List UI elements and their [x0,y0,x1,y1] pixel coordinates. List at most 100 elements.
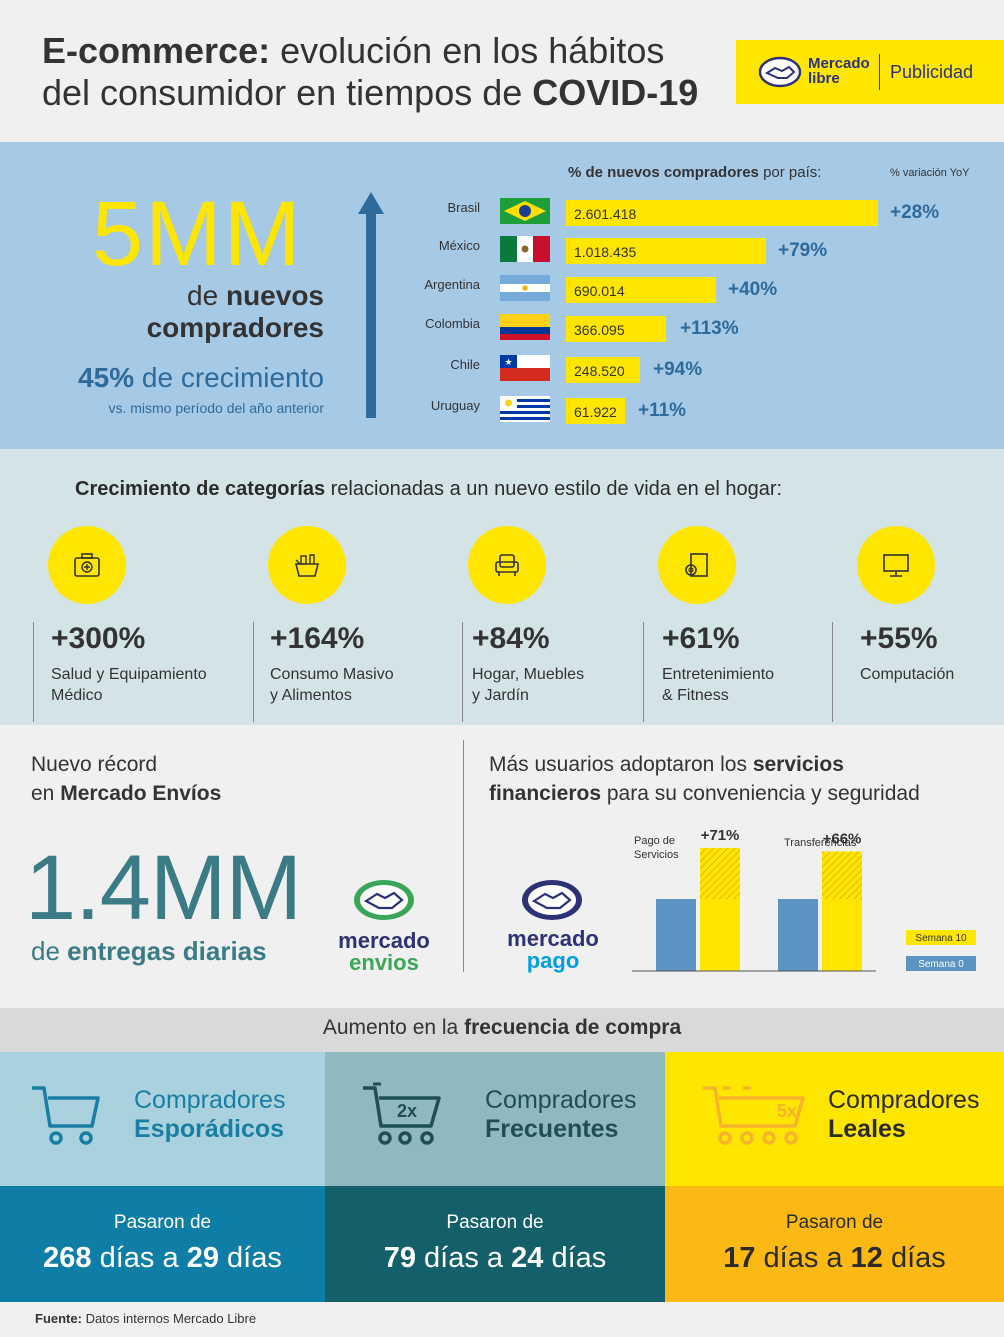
category-label: Consumo Masivo y Alimentos [270,666,394,704]
frecuentes-result: Pasaron de 79 días a 24 días [325,1186,665,1302]
monitor-icon [883,554,909,577]
deliveries-caption: de entregas diarias [31,936,267,966]
buyers-caption-1: de nuevos [187,280,324,311]
category-pct: +61% [662,622,740,655]
brazil-flag-icon [500,198,550,224]
bar-increase [700,847,740,899]
result-caption: Pasaron de [785,1212,884,1233]
page-title-line-1: E-commerce: evolución en los hábitos [42,30,664,72]
category-pct: +164% [270,622,365,655]
divider [832,622,833,722]
monitor-circle [857,526,935,604]
legend-label: Semana 0 [918,959,964,970]
card-label: Compradores Esporádicos [134,1086,286,1143]
growth-text: 45% de crecimiento [78,362,324,393]
divider [253,622,254,722]
categories-title: Crecimiento de categorías relacionadas a… [75,478,783,500]
frecuentes-card: 2x Compradores Frecuentes [325,1052,665,1186]
country-bar: 2.601.418 [566,200,878,226]
big-number: 5MM [92,183,303,285]
category-hogar: +84% Hogar, Muebles y Jardín [472,622,652,722]
chile-flag-icon: ★ [500,355,550,381]
country-row-colombia: Colombia 366.095 +113% [0,314,1004,346]
category-label: Transferencias [784,837,857,849]
grocery-basket-icon [294,554,320,577]
category-pct: +55% [860,622,938,655]
medical-kit-icon [74,553,100,577]
country-bar: 366.095 [566,316,666,342]
finance-bar-chart: +71% +66% Pago de Servicios Transferencia… [632,828,976,972]
footer: Fuente: Datos internos Mercado Libre [0,1302,1004,1337]
page-title-line-2: del consumidor en tiempos de COVID-19 [42,72,698,114]
country-row-brasil: Brasil 2.601.418 +28% [0,198,1004,230]
envios-title: Nuevo récord en Mercado Envíos [31,753,222,805]
bar-semana0 [656,899,696,971]
divider [463,740,464,972]
divider [643,622,644,722]
result-value: 17 días a 12 días [723,1242,946,1274]
country-row-chile: Chile ★ 248.520 +94% [0,355,1004,387]
country-pct: +11% [638,400,687,421]
country-name: Uruguay [430,398,480,413]
title-bold: E-commerce: [42,30,271,71]
svg-text:★: ★ [504,357,512,367]
result-caption: Pasaron de [113,1212,212,1233]
category-computacion: +55% Computación [860,622,1000,722]
leales-result: Pasaron de 17 días a 12 días [665,1186,1004,1302]
mexico-flag-icon [500,236,550,262]
armchair-circle [468,526,546,604]
title-text: del consumidor en tiempos de [42,72,533,113]
bar-semana10 [822,899,862,971]
category-label: Salud y Equipamiento Médico [51,666,207,704]
up-arrow-icon [358,192,384,418]
svg-text:2x: 2x [397,1101,417,1121]
card-label: Compradores Leales [828,1086,980,1143]
shopping-cart-icon [32,1086,100,1145]
result-caption: Pasaron de [446,1212,544,1233]
mercadolibre-logo: Mercado libre Publicidad [736,40,1004,104]
colombia-flag-icon [500,314,550,340]
card-label: Compradores Frecuentes [485,1086,637,1143]
uruguay-flag-icon [500,396,550,422]
country-row-uruguay: Uruguay 61.922 +11% [0,396,1004,428]
category-salud: +300% Salud y Equipamiento Médico [51,622,231,722]
leales-card: 5x Compradores Leales [665,1052,1004,1186]
source-text: Fuente: Datos internos Mercado Libre [35,1311,257,1326]
logo-tag: Publicidad [890,62,974,82]
country-bar: 690.014 [566,277,716,303]
argentina-flag-icon [500,275,550,301]
category-pct: +84% [472,622,550,655]
frequency-header: Aumento en la frecuencia de compra [0,1008,1004,1052]
mercado-envios-logo: mercado envios [330,876,438,976]
logo-text: Mercado libre [808,55,870,87]
title-bold: COVID-19 [532,72,699,113]
country-name: Brasil [447,200,480,215]
handshake-icon [522,880,582,920]
country-pct: +28% [890,202,940,223]
grocery-basket-circle [268,526,346,604]
country-row-argentina: Argentina 690.014 +40% [0,275,1004,307]
country-name: México [438,238,480,253]
divider [33,622,34,722]
bar-semana0 [778,899,818,971]
shopping-cart-2x-icon: 2x [363,1082,441,1145]
country-name: Argentina [424,277,480,292]
logo-divider [879,54,880,90]
country-pct: +113% [680,318,739,339]
result-value: 268 días a 29 días [43,1242,282,1274]
handshake-icon [758,56,802,88]
divider [462,622,463,722]
country-pct: +40% [728,279,778,300]
frequency-title: Aumento en la frecuencia de compra [322,1016,682,1039]
yoga-mat-circle [658,526,736,604]
deliveries-number: 1.4MM [25,837,302,939]
category-label: Pago de [634,835,675,847]
esporadicos-result: Pasaron de 268 días a 29 días [0,1186,325,1302]
legend-label: Semana 10 [915,933,967,944]
country-bar: 1.018.435 [566,238,766,264]
medical-kit-circle [48,526,126,604]
yoy-label: % variación YoY [890,167,970,179]
growth-subtext: vs. mismo período del año anterior [108,400,324,416]
category-pct: +300% [51,622,146,655]
country-pct: +79% [778,240,828,261]
